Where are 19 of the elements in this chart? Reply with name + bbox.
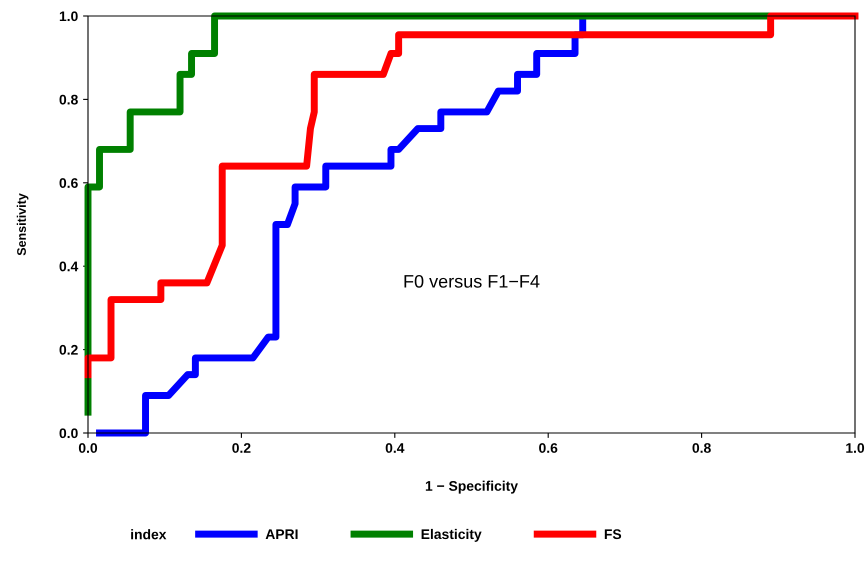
x-axis-title: 1 − Specificity: [426, 480, 518, 494]
x-tick-label: 0.4: [386, 443, 404, 453]
y-tick-label: 0.6: [60, 178, 78, 188]
y-tick-label: 0.4: [60, 262, 78, 272]
y-tick-label: 0.8: [60, 94, 78, 105]
y-tick-label: 0.0: [60, 428, 78, 438]
legend-label: APRI: [266, 529, 298, 539]
x-tick-label: 0.2: [232, 443, 250, 453]
y-axis-title: Sensitivity: [16, 193, 28, 256]
legend-label: Elasticity: [422, 528, 482, 542]
x-tick-label: 0.0: [78, 443, 98, 453]
legend-label: FS: [604, 529, 622, 540]
x-tick-label: 0.8: [692, 443, 711, 453]
y-tick-label: 1.0: [60, 11, 78, 22]
x-tick-label: 1.0: [846, 443, 864, 453]
x-tick-label: 0.6: [539, 443, 558, 453]
legend-title: index: [131, 529, 166, 540]
y-tick-label: 0.2: [60, 344, 78, 355]
annotation: F0 versus F1−F4: [404, 274, 540, 288]
